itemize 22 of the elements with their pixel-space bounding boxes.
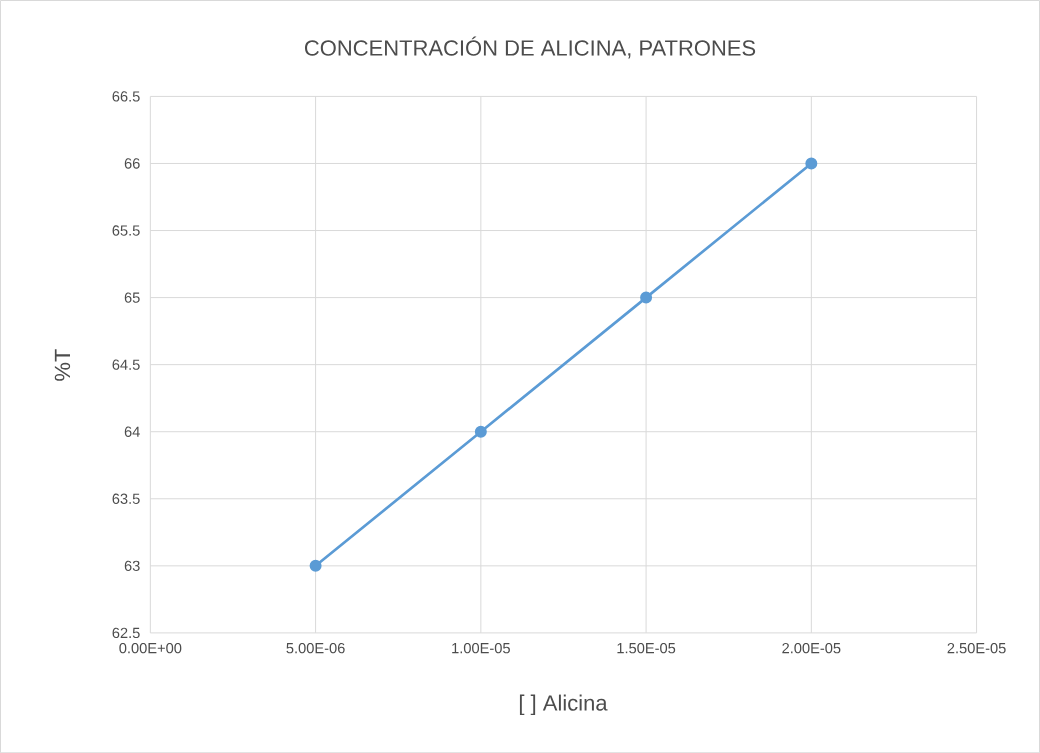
x-tick-label: 5.00E-06 bbox=[286, 642, 345, 654]
x-tick-label: 2.50E-05 bbox=[947, 642, 1006, 654]
x-tick-label: 0.00E+00 bbox=[119, 642, 182, 654]
y-tick-label: 63 bbox=[124, 560, 140, 571]
point bbox=[309, 559, 322, 572]
y-tick-label: 64.5 bbox=[112, 359, 140, 370]
y-tick-label: 63.5 bbox=[112, 493, 140, 504]
point bbox=[640, 291, 653, 304]
y-tick-label: 66 bbox=[124, 158, 140, 169]
y-tick-label: 66.5 bbox=[112, 91, 140, 102]
point bbox=[805, 157, 818, 170]
x-axis-title: [ ] Alicina bbox=[519, 694, 608, 715]
y-tick-label: 65.5 bbox=[112, 225, 140, 236]
y-tick-label: 64 bbox=[124, 426, 140, 437]
x-tick-label: 2.00E-05 bbox=[782, 642, 841, 654]
x-tick-label: 1.50E-05 bbox=[617, 642, 676, 654]
y-tick-label: 62.5 bbox=[112, 627, 140, 638]
y-tick-label: 65 bbox=[124, 292, 140, 303]
chart-title: CONCENTRACIÓN DE ALICINA, PATRONES bbox=[304, 36, 756, 59]
point bbox=[474, 425, 487, 438]
x-tick-label: 1.00E-05 bbox=[452, 642, 510, 654]
y-axis-title: %T bbox=[54, 349, 71, 381]
